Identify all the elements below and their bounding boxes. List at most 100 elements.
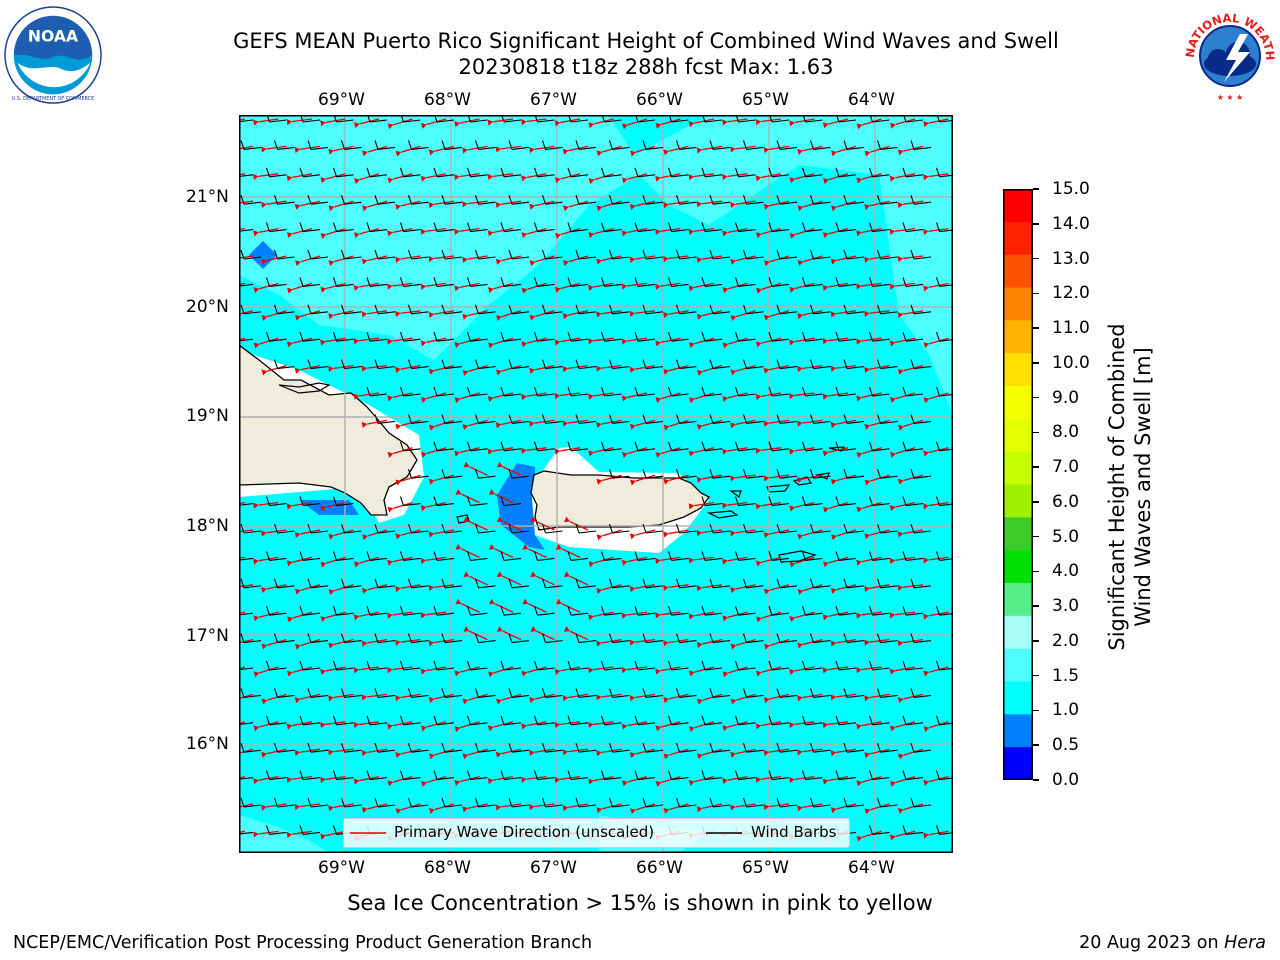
wave-direction-arrow: [530, 516, 555, 531]
wind-barb: [742, 304, 764, 315]
wind-barb: [299, 606, 321, 616]
wind-barb: [768, 660, 790, 671]
wind-barb: [307, 249, 329, 260]
colorbar-tick-mark: [1033, 535, 1039, 538]
wind-barb: [667, 770, 689, 781]
wind-barb: [642, 523, 664, 534]
wind-barb: [776, 359, 798, 370]
colorbar-tick-mark: [1033, 362, 1039, 364]
wind-barb: [768, 715, 790, 726]
wind-barb: [240, 523, 262, 534]
wind-barb: [240, 688, 262, 698]
wind-barb: [399, 770, 421, 781]
wind-barb: [567, 606, 589, 616]
wind-barb: [240, 195, 262, 205]
wave-band-0.5-1.0: [249, 241, 277, 269]
wind-barb: [567, 770, 589, 781]
wind-barb: [407, 304, 429, 315]
map-frame: [239, 115, 953, 853]
wind-barb: [307, 688, 329, 698]
wind-barb: [567, 441, 589, 452]
colorbar-tick-label: 5.0: [1052, 526, 1080, 547]
wind-barb: [876, 633, 898, 644]
wind-barb: [239, 557, 254, 561]
wind-barb: [642, 743, 664, 753]
colorbar-tick-mark: [1033, 605, 1039, 607]
wind-barb: [902, 660, 924, 671]
wind-barb: [701, 660, 723, 671]
wind-barb: [843, 578, 865, 589]
wave-direction-arrow: [455, 543, 480, 558]
wind-barb: [876, 359, 898, 370]
wind-barb: [567, 222, 589, 233]
wind-barb: [367, 115, 388, 123]
colorbar-tick-mark: [1033, 466, 1039, 468]
wind-barb: [776, 523, 798, 534]
wind-barb: [265, 660, 287, 671]
wind-barb: [273, 743, 295, 753]
wind-barb: [374, 633, 396, 644]
wind-barb: [776, 249, 798, 260]
wind-barb: [466, 496, 488, 507]
wind-barb: [307, 304, 329, 315]
wind-barb: [902, 332, 924, 342]
lat-label: 19°N: [186, 406, 229, 426]
wave-direction-arrow: [239, 337, 246, 341]
wind-barb: [843, 140, 865, 150]
wind-barb: [675, 304, 697, 315]
wind-barb: [433, 386, 455, 397]
wind-barb: [508, 195, 530, 205]
wind-barb: [567, 277, 589, 287]
colorbar-segment: [1003, 648, 1033, 682]
colorbar-label-line1: Significant Height of Combined: [1105, 323, 1129, 651]
wind-barb: [642, 195, 664, 205]
colorbar-segment: [1003, 418, 1033, 453]
wind-barb: [407, 249, 429, 260]
wave-direction-arrow: [563, 571, 589, 586]
date-text: 20 Aug 2023 on: [1079, 933, 1225, 953]
wave-direction-arrow: [239, 830, 246, 834]
wind-barb: [273, 304, 295, 315]
wind-barb: [709, 578, 731, 589]
wind-barb: [809, 688, 831, 698]
wind-barb: [876, 249, 898, 260]
wind-barb: [533, 660, 555, 671]
wind-barb: [541, 414, 563, 424]
wind-barb: [366, 606, 388, 616]
colorbar-tick-label: 12.0: [1052, 283, 1090, 304]
wind-barb: [541, 578, 563, 589]
wind-barb: [608, 578, 630, 589]
wind-barb: [742, 578, 764, 589]
wind-barb: [567, 660, 589, 671]
colorbar-segment: [1003, 320, 1033, 354]
wave-direction-arrow: [563, 516, 589, 531]
wind-barb: [239, 229, 254, 232]
wind-barb: [843, 195, 865, 205]
colorbar-segment: [1003, 189, 1033, 223]
wind-barb: [366, 660, 388, 671]
wind-barb: [374, 797, 396, 808]
wind-barb: [600, 441, 622, 452]
wind-barb: [902, 551, 924, 561]
wind-barb: [868, 441, 890, 452]
wind-barb: [935, 660, 953, 671]
colorbar-tick-label: 13.0: [1052, 248, 1090, 269]
wind-barb: [508, 414, 530, 424]
wind-barb: [675, 523, 697, 534]
wind-barb: [902, 825, 924, 835]
wind-barb: [634, 715, 656, 726]
wind-barb: [709, 249, 731, 260]
wind-barb: [474, 797, 496, 808]
colorbar-tick-label: 1.5: [1052, 665, 1080, 686]
wave-direction-arrow: [530, 626, 555, 641]
wind-barb: [768, 332, 790, 342]
wave-direction-arrow: [488, 598, 514, 613]
wind-barb: [466, 167, 488, 178]
wind-barb: [332, 496, 354, 507]
wind-barb: [508, 633, 530, 644]
wind-barb: [902, 496, 924, 507]
wind-barb: [541, 743, 563, 753]
wind-barb: [265, 770, 287, 781]
wind-barb: [836, 115, 857, 123]
wind-barb: [299, 332, 321, 342]
